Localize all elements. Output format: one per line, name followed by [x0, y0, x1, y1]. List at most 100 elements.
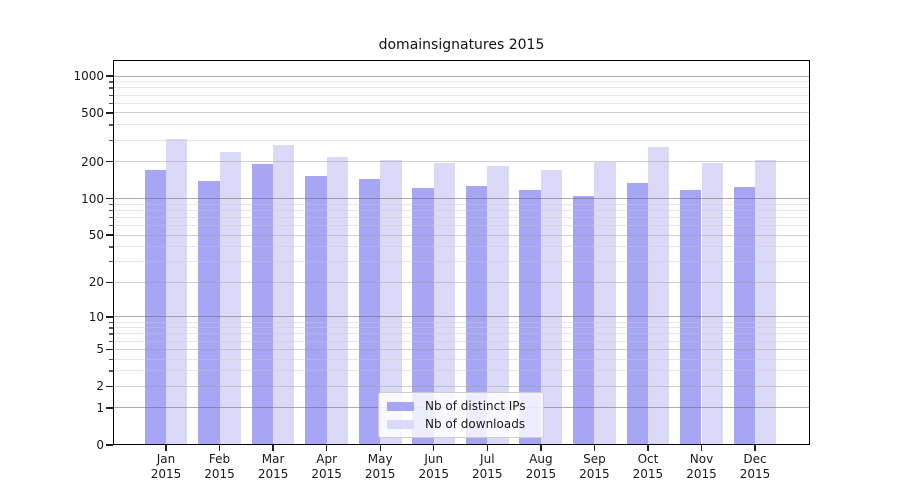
bars-layer: [113, 60, 810, 445]
bar-distinct-ips: [733, 186, 756, 445]
x-tick-label: Oct 2015: [632, 452, 664, 481]
minor-gridline: [113, 81, 810, 83]
minor-gridline: [113, 102, 810, 104]
x-tick-label: Mar 2015: [257, 452, 289, 481]
x-tick-label: Apr 2015: [311, 452, 342, 481]
gridline: [113, 281, 810, 283]
bar-downloads: [273, 144, 295, 445]
y-tick-label: 200: [81, 154, 104, 169]
legend-item-distinct-ips: Nb of distinct IPs: [387, 398, 535, 415]
bar-distinct-ips: [305, 175, 327, 445]
y-minor-tick-mark: [109, 94, 113, 96]
y-tick-mark: [106, 407, 113, 409]
minor-gridline: [113, 216, 810, 218]
y-minor-tick-mark: [109, 216, 113, 219]
major-gridline: [113, 198, 810, 199]
y-tick-mark: [106, 234, 113, 236]
x-tick-mark: [754, 445, 756, 451]
y-tick-mark: [106, 161, 113, 163]
y-minor-tick-mark: [109, 370, 113, 372]
x-tick-mark: [325, 445, 328, 451]
bar-downloads: [594, 161, 616, 445]
y-tick-label: 0: [96, 438, 104, 452]
y-minor-tick-mark: [109, 124, 113, 126]
minor-gridline: [113, 87, 810, 89]
y-tick-label: 100: [81, 191, 104, 206]
y-minor-tick-mark: [109, 203, 113, 205]
x-tick-label: Dec 2015: [739, 452, 771, 481]
bar-downloads: [487, 165, 509, 445]
x-tick-mark: [647, 445, 649, 451]
legend-label-distinct-ips: Nb of distinct IPs: [425, 399, 526, 413]
y-minor-tick-mark: [109, 246, 113, 248]
x-tick-mark: [593, 445, 596, 451]
legend-swatch-distinct-ips: [387, 401, 414, 411]
x-tick-mark: [218, 445, 221, 451]
minor-gridline: [113, 340, 810, 342]
y-tick-label: 50: [88, 228, 104, 242]
major-gridline: [113, 75, 810, 77]
y-minor-tick-mark: [109, 102, 113, 105]
y-minor-tick-mark: [109, 87, 113, 89]
x-tick-label: Jul 2015: [472, 452, 503, 481]
minor-gridline: [113, 321, 810, 323]
legend: Nb of distinct IPs Nb of downloads: [378, 392, 544, 438]
y-tick-mark: [106, 112, 113, 114]
x-tick-mark: [165, 445, 167, 451]
x-tick-label: Jan 2015: [150, 452, 182, 481]
minor-gridline: [113, 358, 810, 360]
x-tick-mark: [272, 445, 274, 451]
grid-layer: [113, 60, 810, 445]
minor-gridline: [113, 261, 810, 263]
bar-downloads: [701, 163, 723, 445]
bar-downloads: [433, 163, 456, 445]
x-tick-mark: [379, 445, 381, 451]
major-gridline: [113, 316, 810, 318]
y-tick-mark: [106, 444, 113, 446]
bar-distinct-ips: [144, 169, 166, 445]
y-minor-tick-mark: [109, 327, 113, 329]
minor-gridline: [113, 333, 810, 335]
y-tick-label: 2: [96, 379, 104, 394]
bar-distinct-ips: [358, 179, 381, 445]
bar-distinct-ips: [626, 182, 648, 445]
y-tick-mark: [106, 348, 113, 350]
y-minor-tick-mark: [109, 333, 113, 335]
x-tick-mark: [433, 445, 435, 451]
y-tick-mark: [106, 281, 113, 284]
y-tick-label: 20: [88, 275, 104, 290]
minor-gridline: [113, 94, 810, 96]
bar-distinct-ips: [465, 185, 488, 445]
minor-gridline: [113, 209, 810, 211]
minor-gridline: [113, 246, 810, 248]
x-tick-label: Jun 2015: [418, 452, 450, 481]
y-tick-label: 10: [88, 309, 104, 324]
y-minor-tick-mark: [109, 340, 113, 342]
y-minor-tick-mark: [109, 321, 113, 323]
minor-gridline: [113, 139, 810, 141]
minor-gridline: [113, 327, 810, 329]
x-tick-label: Sep 2015: [579, 452, 610, 481]
x-tick-label: Feb 2015: [204, 452, 235, 481]
minor-gridline: [113, 203, 810, 205]
gridline: [113, 385, 810, 387]
y-tick-label: 1: [96, 400, 104, 415]
legend-label-downloads: Nb of downloads: [425, 417, 526, 431]
y-minor-tick-mark: [109, 81, 113, 83]
bar-distinct-ips: [198, 180, 220, 445]
y-tick-mark: [106, 385, 113, 387]
minor-gridline: [113, 124, 810, 126]
chart-title: domainsignatures 2015: [378, 37, 545, 53]
bar-downloads: [380, 160, 402, 445]
bar-distinct-ips: [573, 195, 595, 445]
bar-downloads: [326, 156, 349, 445]
bar-distinct-ips: [251, 163, 274, 445]
legend-item-downloads: Nb of downloads: [387, 416, 535, 433]
y-tick-label: 500: [81, 105, 104, 120]
y-minor-tick-mark: [109, 209, 113, 212]
plot-area: [113, 60, 810, 445]
x-tick-label: Nov 2015: [686, 452, 717, 481]
y-tick-mark: [106, 316, 113, 318]
minor-gridline: [113, 224, 810, 226]
y-minor-tick-mark: [109, 139, 113, 142]
